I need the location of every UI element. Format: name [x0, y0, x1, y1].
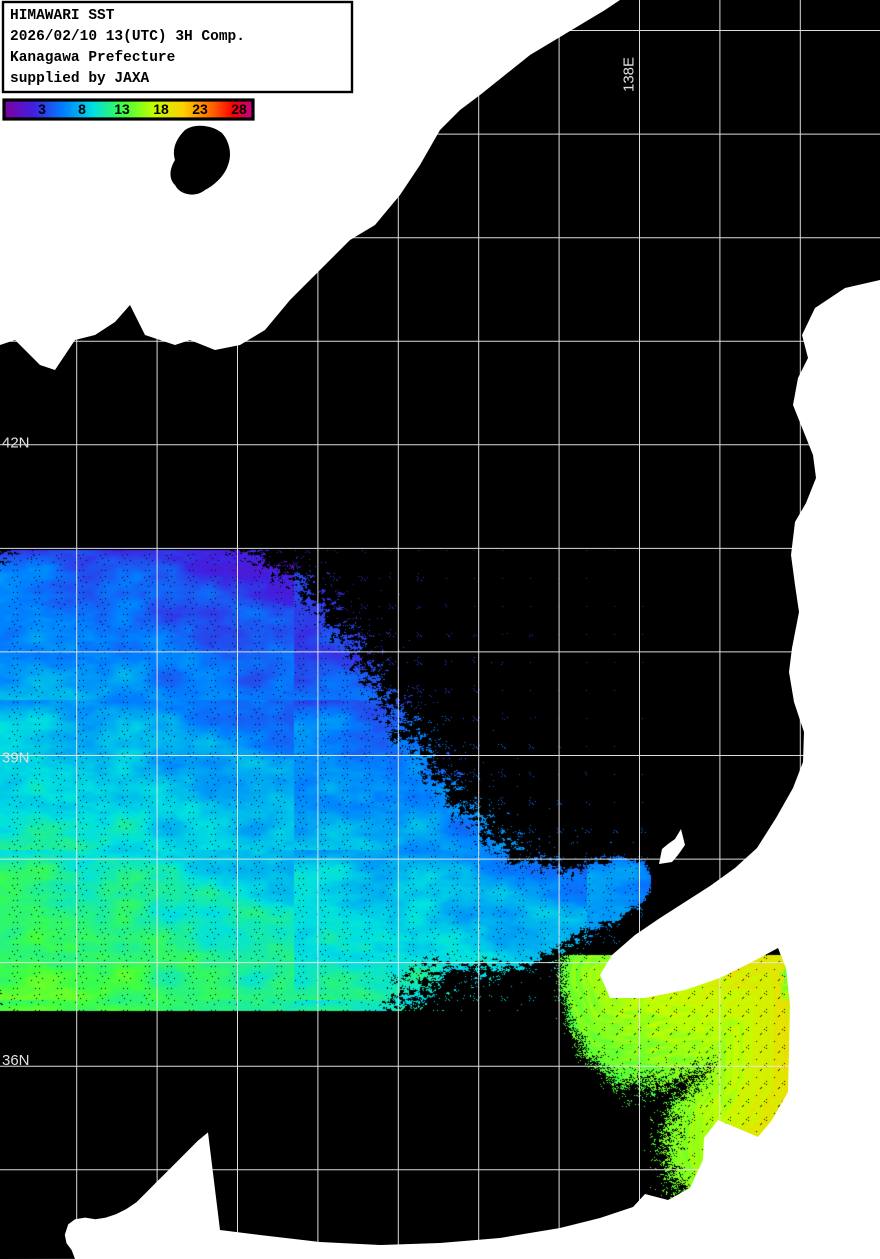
svg-text:13: 13 — [114, 101, 130, 117]
svg-text:HIMAWARI SST: HIMAWARI SST — [10, 8, 115, 24]
svg-text:28: 28 — [231, 101, 247, 117]
svg-text:42N: 42N — [2, 435, 30, 452]
svg-text:138E: 138E — [621, 57, 638, 92]
svg-text:2026/02/10 13(UTC) 3H Comp.: 2026/02/10 13(UTC) 3H Comp. — [10, 29, 245, 45]
svg-text:8: 8 — [78, 101, 86, 117]
svg-text:3: 3 — [38, 101, 46, 117]
svg-text:supplied by JAXA: supplied by JAXA — [10, 71, 150, 87]
svg-text:23: 23 — [192, 101, 208, 117]
svg-text:39N: 39N — [2, 750, 30, 767]
svg-text:36N: 36N — [2, 1052, 30, 1069]
svg-text:18: 18 — [153, 101, 169, 117]
svg-text:Kanagawa Prefecture: Kanagawa Prefecture — [10, 50, 175, 66]
